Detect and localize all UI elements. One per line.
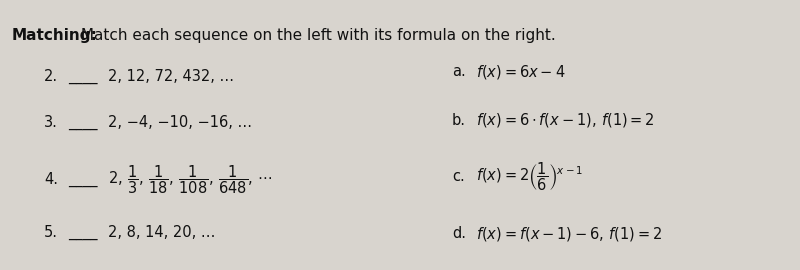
Text: 3.: 3.	[44, 115, 58, 130]
Text: 5.: 5.	[44, 225, 58, 240]
Text: b.: b.	[452, 113, 466, 128]
Text: Matching:: Matching:	[12, 28, 98, 43]
Text: ____: ____	[68, 172, 98, 187]
Text: ____: ____	[68, 69, 98, 85]
Text: 2, 8, 14, 20, …: 2, 8, 14, 20, …	[108, 225, 215, 240]
Text: ____: ____	[68, 115, 98, 130]
Text: a.: a.	[452, 64, 466, 79]
Text: 4.: 4.	[44, 172, 58, 187]
Text: $f(x) = 6x - 4$: $f(x) = 6x - 4$	[476, 63, 566, 80]
Text: $f(x) = 6 \cdot f(x-1),\, f(1) = 2$: $f(x) = 6 \cdot f(x-1),\, f(1) = 2$	[476, 111, 655, 129]
Text: Match each sequence on the left with its formula on the right.: Match each sequence on the left with its…	[76, 28, 556, 43]
Text: $f(x) = 2\left(\dfrac{1}{6}\right)^{x-1}$: $f(x) = 2\left(\dfrac{1}{6}\right)^{x-1}…	[476, 161, 583, 193]
Text: $2,\,\dfrac{1}{3},\,\dfrac{1}{18},\,\dfrac{1}{108},\,\dfrac{1}{648},\,\cdots$: $2,\,\dfrac{1}{3},\,\dfrac{1}{18},\,\dfr…	[108, 163, 273, 196]
Text: d.: d.	[452, 226, 466, 241]
Text: ____: ____	[68, 225, 98, 240]
Text: $f(x) = f(x-1) - 6,\, f(1) = 2$: $f(x) = f(x-1) - 6,\, f(1) = 2$	[476, 225, 662, 242]
Text: 2, 12, 72, 432, …: 2, 12, 72, 432, …	[108, 69, 234, 85]
Text: c.: c.	[452, 169, 465, 184]
Text: 2.: 2.	[44, 69, 58, 85]
Text: 2, −4, −10, −16, …: 2, −4, −10, −16, …	[108, 115, 252, 130]
